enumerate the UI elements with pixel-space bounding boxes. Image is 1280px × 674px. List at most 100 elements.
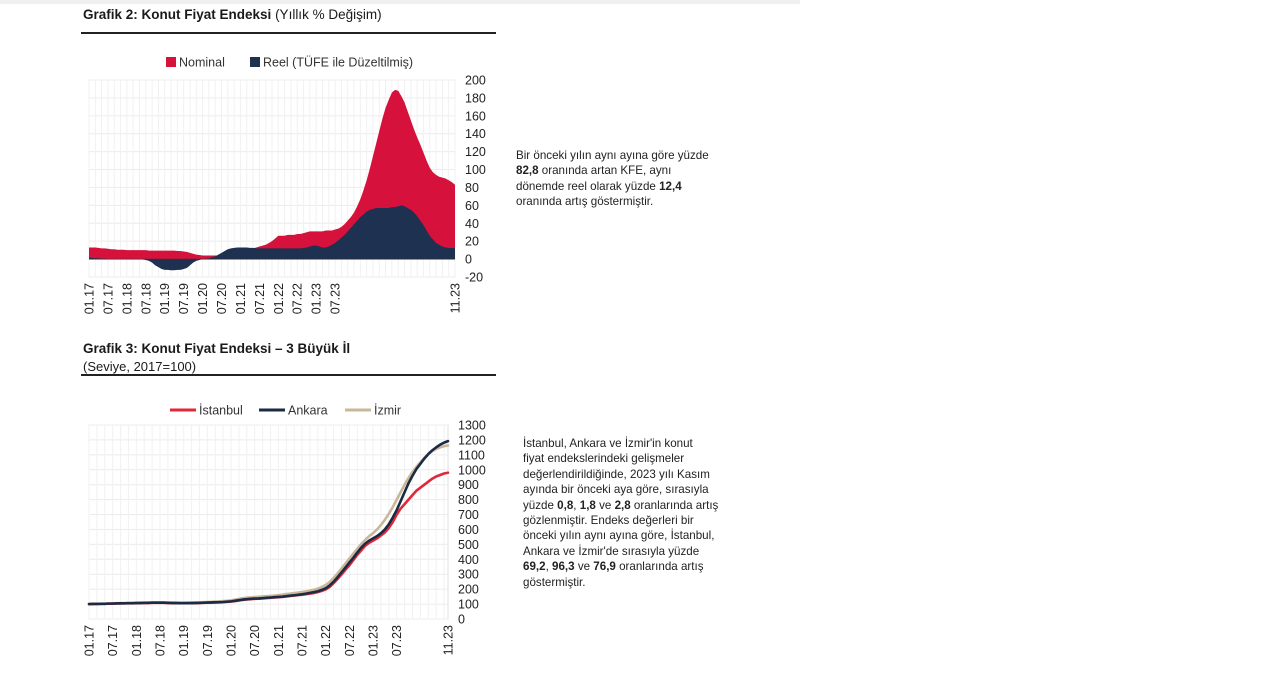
chart2-desc-l1: İstanbul, Ankara ve İzmir'in konut [523, 437, 693, 450]
chart1-desc-value2: 12,4 [659, 179, 682, 193]
chart1-desc-text3: dönemde reel olarak yüzde [516, 179, 660, 193]
chart2-xtick-label: 01.19 [177, 625, 191, 656]
chart1-description: Bir önceki yılın aynı ayına göre yüzde 8… [516, 148, 709, 210]
chart2-xtick-label: 11.23 [442, 625, 456, 655]
chart2-series-i-stanbul-line [87, 471, 450, 606]
chart2-desc-l6: gözlenmiştir. Endeks değerleri bir [523, 514, 694, 528]
chart2-desc-b3: 2,8 [614, 498, 631, 512]
chart1-xtick-label: 01.21 [234, 283, 248, 314]
chart2-legend-label-i-zmir: İzmir [374, 404, 401, 418]
chart1-title-rule [81, 32, 496, 34]
chart2-desc-l3: değerlendirildiğinde, 2023 yılı Kasım [523, 467, 710, 481]
chart2-subtitle: (Seviye, 2017=100) [83, 359, 197, 374]
top-strip [0, 0, 800, 4]
chart1-ytick-label: 0 [465, 253, 472, 267]
chart2-desc-s2: ve [595, 498, 615, 512]
chart2-desc-l10: göstermiştir. [523, 575, 586, 589]
chart2-xtick-label: 07.17 [106, 625, 120, 656]
chart2-ytick-label: 600 [458, 523, 479, 537]
chart2-desc-l5: yüzde 0,8, 1,8 ve 2,8 oranlarında artış [523, 498, 718, 513]
chart2-desc-l9b: oranlarında artış [615, 560, 704, 574]
chart1-xtick-label: 01.18 [120, 283, 134, 314]
chart1-legend-swatch-nominal [166, 57, 176, 67]
chart2-xtick-label: 07.23 [390, 625, 404, 656]
chart2-legend-label-ankara: Ankara [288, 404, 328, 418]
chart2-desc-l9: 69,2, 96,3 ve 76,9 oranlarında artış [523, 559, 718, 574]
chart2-ytick-label: 400 [458, 553, 479, 567]
chart2-ytick-label: 800 [458, 493, 479, 507]
chart2-ytick-label: 200 [458, 583, 479, 597]
chart2-xtick-label: 01.21 [272, 625, 286, 656]
chart1-desc-text2: oranında artan KFE, aynı [538, 164, 672, 178]
chart1-xtick-label: 07.21 [253, 283, 267, 314]
chart1-ytick-label: 80 [465, 181, 479, 195]
chart2-desc-b5: 96,3 [552, 560, 575, 574]
chart1-xtick-label: 01.17 [83, 283, 97, 314]
chart2-ytick-label: 100 [458, 598, 479, 612]
chart1-xtick-label: 01.22 [272, 283, 286, 314]
chart2-ytick-label: 1100 [458, 448, 485, 462]
chart1-ytick-label: 60 [465, 199, 479, 213]
chart2-title-bold: Grafik 3: Konut Fiyat Endeksi – 3 Büyük … [83, 341, 351, 356]
chart2-ytick-label: 0 [458, 613, 465, 627]
chart1-xtick-label: 07.18 [139, 283, 153, 314]
chart2-ytick-label: 1200 [458, 433, 486, 447]
chart2-desc-s4: ve [574, 560, 594, 574]
chart2-xtick-label: 01.22 [319, 625, 333, 656]
chart1-ytick-label: 160 [465, 109, 486, 123]
chart1-desc-line1: Bir önceki yılın aynı ayına göre yüzde [516, 149, 709, 162]
chart1-ytick-label: 100 [465, 163, 486, 177]
chart2-desc-l2: fiyat endekslerindeki gelişmeler [523, 452, 685, 466]
chart1-xtick-label: 01.20 [196, 283, 210, 314]
chart1-desc-value1: 82,8 [516, 164, 539, 178]
chart1-series-reel-t-fe-ile-d-zeltilmi-area [89, 205, 455, 271]
chart2-desc-s1: , [573, 498, 580, 512]
chart2-desc-s3: , [545, 560, 553, 574]
chart1-ytick-label: 140 [465, 127, 486, 141]
chart1-xtick-label: 07.17 [101, 283, 115, 314]
chart1-ytick-label: 180 [465, 91, 486, 105]
chart1-ytick-label: -20 [465, 271, 483, 285]
chart2-xtick-label: 01.23 [367, 625, 381, 656]
chart2-ytick-label: 700 [458, 508, 479, 522]
chart2-desc-b6: 76,9 [593, 560, 616, 574]
chart2-xtick-label: 01.18 [130, 625, 144, 656]
chart2-desc-b2: 1,8 [579, 498, 596, 512]
chart1-desc-line2: 82,8 oranında artan KFE, aynı [516, 163, 709, 178]
chart2-series-i-zmir-line [87, 444, 450, 606]
chart2-xtick-label: 01.20 [225, 625, 239, 656]
chart1-ytick-label: 20 [465, 235, 479, 249]
chart1-title-bold: Grafik 2: Konut Fiyat Endeksi [83, 7, 272, 22]
chart2-desc-l5a: yüzde [523, 498, 558, 512]
chart2-xtick-label: 07.18 [154, 625, 168, 656]
chart2-xtick-label: 07.20 [248, 625, 262, 656]
chart1-xtick-label: 01.23 [310, 283, 324, 314]
chart1-desc-line3: dönemde reel olarak yüzde 12,4 [516, 179, 709, 194]
chart1-xtick-label: 07.19 [177, 283, 191, 314]
chart2-title-rule [81, 374, 496, 376]
chart1-xtick-label: 07.23 [329, 283, 343, 314]
chart2-title: Grafik 3: Konut Fiyat Endeksi – 3 Büyük … [83, 341, 350, 356]
chart2-xtick-label: 07.22 [343, 625, 357, 656]
chart2-xtick-label: 01.17 [83, 625, 97, 656]
chart2-description: İstanbul, Ankara ve İzmir'in konut fiyat… [523, 436, 718, 590]
chart2-desc-l4: ayında bir önceki aya göre, sırasıyla [523, 483, 709, 497]
chart2-desc-l7: önceki yılın aynı ayına göre, İstanbul, [523, 529, 715, 543]
chart1-xtick-label: 01.19 [158, 283, 172, 314]
chart2-ytick-label: 300 [458, 568, 479, 582]
chart2-series-ankara-line [87, 439, 450, 606]
chart1-desc-line4: oranında artış göstermiştir. [516, 195, 654, 209]
chart2-desc-b4: 69,2 [523, 560, 546, 574]
chart1-xtick-label: 07.20 [215, 283, 229, 314]
chart2-ytick-label: 1000 [458, 463, 486, 477]
chart1-legend-label-nominal: Nominal [179, 56, 225, 70]
chart1-legend-label-reel-t-fe-ile-d-zeltilmi: Reel (TÜFE ile Düzeltilmiş) [263, 56, 413, 70]
chart1-ytick-label: 120 [465, 145, 486, 159]
chart1-legend-swatch-reel-t-fe-ile-d-zeltilmi [250, 57, 260, 67]
chart2-ytick-label: 1300 [458, 419, 486, 433]
chart1-title-normal: (Yıllık % Değişim) [275, 7, 382, 22]
chart2-legend-label-i-stanbul: İstanbul [199, 404, 243, 418]
chart1-xtick-label: 07.22 [291, 283, 305, 314]
chart2-xtick-label: 07.21 [296, 625, 310, 656]
